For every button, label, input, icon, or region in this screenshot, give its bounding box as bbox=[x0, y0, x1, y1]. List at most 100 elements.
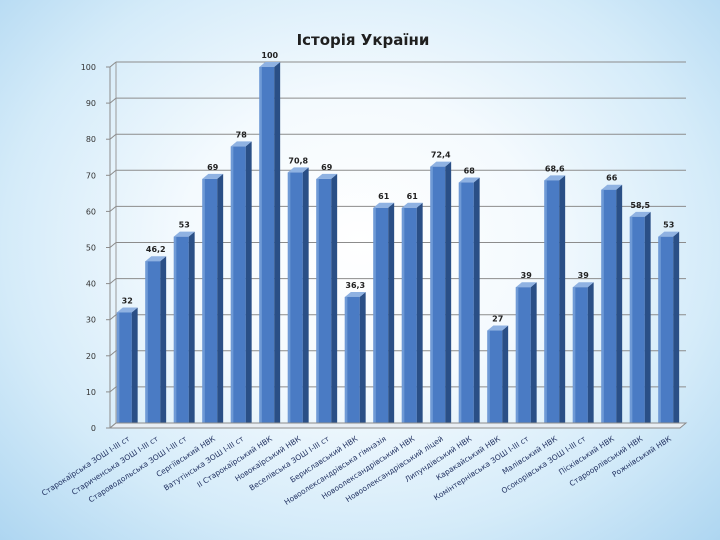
data-label: 61 bbox=[407, 192, 419, 201]
bar-side bbox=[587, 282, 594, 428]
bar-front bbox=[572, 287, 588, 428]
bar-front bbox=[658, 236, 674, 428]
bar-front bbox=[629, 216, 645, 428]
bar-side bbox=[616, 184, 623, 428]
bar bbox=[344, 291, 366, 428]
y-tick-label: 50 bbox=[86, 244, 96, 253]
bar bbox=[401, 202, 423, 428]
bar bbox=[515, 282, 537, 428]
bar bbox=[601, 184, 623, 428]
bar-side bbox=[559, 175, 566, 428]
bar-side bbox=[160, 256, 167, 428]
data-label: 39 bbox=[521, 271, 533, 280]
bar-side bbox=[673, 231, 680, 428]
bar-front bbox=[601, 189, 617, 428]
gridline-diag-40 bbox=[109, 278, 117, 284]
bar-top bbox=[515, 282, 537, 288]
bar-highlight bbox=[316, 178, 319, 428]
chart-title: Історія України bbox=[297, 31, 430, 49]
data-label: 69 bbox=[321, 163, 333, 172]
gridline-diag-60 bbox=[109, 206, 117, 212]
bar-side bbox=[445, 161, 452, 429]
data-label: 53 bbox=[663, 221, 674, 230]
bar-front bbox=[145, 261, 161, 428]
bar-highlight bbox=[572, 287, 576, 428]
bar-front bbox=[487, 330, 503, 428]
gridline-diag-100 bbox=[109, 61, 117, 68]
bar-front bbox=[316, 178, 332, 428]
gridline-diag-50 bbox=[109, 242, 117, 248]
gridline-diag-70 bbox=[109, 169, 117, 176]
gridline-diag-20 bbox=[109, 350, 117, 357]
bar-highlight bbox=[544, 180, 547, 428]
bar-side bbox=[502, 325, 509, 428]
y-tick-label: 80 bbox=[86, 135, 96, 144]
bar-front bbox=[287, 172, 303, 428]
bar bbox=[487, 325, 509, 428]
bar-side bbox=[473, 177, 480, 428]
y-tick-label: 0 bbox=[91, 424, 96, 433]
bar-side bbox=[188, 231, 195, 428]
bar-front bbox=[430, 166, 446, 429]
bar-top bbox=[487, 325, 509, 331]
bar-side bbox=[388, 202, 395, 428]
y-tick-label: 60 bbox=[86, 207, 96, 216]
bar-side bbox=[217, 173, 224, 428]
bar-side bbox=[274, 62, 281, 428]
bar-side bbox=[302, 167, 309, 429]
y-tick-label: 30 bbox=[86, 316, 96, 325]
data-label: 32 bbox=[122, 296, 133, 305]
bar bbox=[629, 211, 651, 428]
data-label: 72,4 bbox=[431, 151, 451, 160]
data-label: 39 bbox=[578, 271, 590, 280]
bar-top bbox=[230, 141, 252, 147]
bars bbox=[116, 62, 680, 429]
data-label: 53 bbox=[179, 221, 190, 230]
bar-highlight bbox=[230, 146, 234, 429]
y-tick-label: 10 bbox=[86, 388, 96, 397]
y-tick-label: 70 bbox=[86, 171, 96, 180]
bar-side bbox=[530, 282, 537, 428]
bar-front bbox=[401, 207, 417, 428]
bar-highlight bbox=[145, 261, 148, 428]
floor bbox=[108, 422, 688, 429]
bar-highlight bbox=[373, 207, 376, 428]
data-label: 27 bbox=[492, 315, 503, 324]
bar bbox=[316, 173, 338, 428]
bar bbox=[287, 167, 309, 429]
bar-side bbox=[416, 202, 423, 428]
bar-side bbox=[245, 141, 252, 429]
bar-front bbox=[116, 312, 132, 428]
bar-front bbox=[202, 178, 218, 428]
bar bbox=[458, 177, 480, 428]
gridline-diag-90 bbox=[109, 97, 117, 104]
gridline-diag-10 bbox=[109, 386, 117, 393]
bar-highlight bbox=[344, 296, 348, 428]
bar-top bbox=[202, 173, 224, 179]
bar bbox=[572, 282, 594, 428]
bar-highlight bbox=[487, 330, 490, 428]
bar-side bbox=[131, 307, 138, 428]
bar-top bbox=[316, 173, 338, 179]
bar-front bbox=[173, 236, 189, 428]
data-label: 78 bbox=[236, 130, 248, 139]
bar-highlight bbox=[259, 67, 262, 428]
bar-top bbox=[658, 231, 680, 237]
data-label: 36,3 bbox=[345, 281, 365, 290]
bar-top bbox=[572, 282, 594, 288]
bar-highlight bbox=[601, 189, 604, 428]
bar-highlight bbox=[202, 178, 205, 428]
bar-top bbox=[629, 211, 651, 217]
bar-top bbox=[430, 161, 452, 167]
bar-top bbox=[287, 167, 309, 173]
bar-front bbox=[344, 296, 360, 428]
gridline-diag-30 bbox=[109, 314, 117, 321]
data-labels: 32 46,2 53 69 78 100 70,8 69 36,3 61 61 72,4 68 27 39 6… bbox=[122, 51, 675, 324]
bar-highlight bbox=[287, 172, 291, 428]
bar-side bbox=[359, 291, 366, 428]
bar bbox=[658, 231, 680, 428]
bar-highlight bbox=[515, 287, 519, 428]
bar bbox=[230, 141, 252, 429]
